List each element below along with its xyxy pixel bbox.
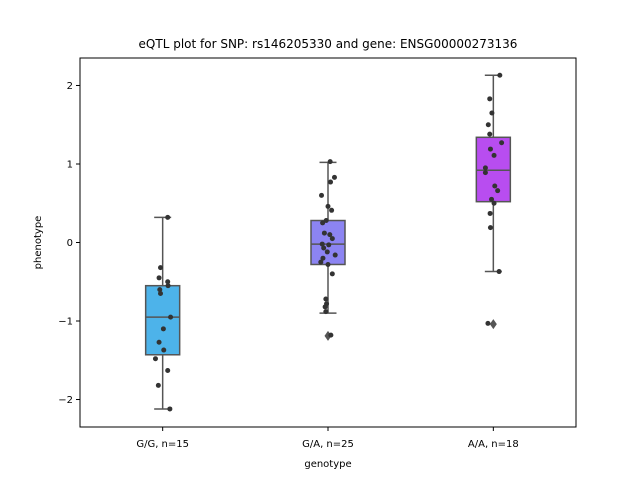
data-point <box>323 296 329 302</box>
data-point <box>489 110 495 116</box>
data-point <box>155 382 161 388</box>
x-tick-label: A/A, n=18 <box>468 439 519 450</box>
outlier-marker <box>489 319 497 330</box>
data-point <box>328 179 334 185</box>
data-point <box>499 140 505 146</box>
data-point <box>487 96 493 102</box>
data-point <box>491 200 497 206</box>
data-point <box>329 236 335 242</box>
iqr-box <box>475 136 512 203</box>
data-point <box>319 241 325 247</box>
data-point <box>323 309 329 315</box>
x-axis-label: genotype <box>304 459 351 470</box>
data-point <box>492 183 498 189</box>
data-point <box>487 225 493 231</box>
data-point <box>324 249 330 255</box>
data-point <box>497 72 503 78</box>
data-point <box>158 265 164 271</box>
x-tick-label: G/G, n=15 <box>136 439 189 450</box>
y-tick-label: −2 <box>58 395 73 406</box>
y-tick-label: 0 <box>67 238 73 249</box>
points-group-1 <box>152 214 174 412</box>
data-point <box>323 218 329 224</box>
data-point <box>496 269 502 275</box>
data-point <box>487 210 493 216</box>
data-point <box>487 131 493 137</box>
data-point <box>325 261 331 267</box>
y-tick-label: −1 <box>58 317 73 328</box>
data-point <box>328 332 334 338</box>
data-point <box>487 146 493 152</box>
x-tick-label: G/A, n=25 <box>302 439 354 450</box>
data-point <box>329 207 335 213</box>
data-point <box>325 203 331 209</box>
points-group-3 <box>482 72 505 326</box>
chart-title: eQTL plot for SNP: rs146205330 and gene:… <box>139 37 518 51</box>
data-point <box>320 255 326 261</box>
y-tick-label: 2 <box>67 81 73 92</box>
data-point <box>491 152 497 158</box>
data-point <box>322 304 328 310</box>
data-point <box>165 279 171 285</box>
iqr-box <box>144 284 181 356</box>
data-point <box>168 314 174 320</box>
data-point <box>156 339 162 345</box>
data-point <box>165 214 171 220</box>
data-point <box>329 271 335 277</box>
data-point <box>321 245 327 251</box>
data-point <box>482 165 488 171</box>
box-group-1 <box>144 216 181 410</box>
data-point <box>165 283 171 289</box>
data-point <box>160 326 166 332</box>
data-point <box>321 230 327 236</box>
box-group-3 <box>475 74 512 330</box>
data-point <box>485 122 491 128</box>
data-point <box>326 242 332 248</box>
data-point <box>158 291 164 297</box>
y-tick-label: 1 <box>67 159 73 170</box>
points-group-2 <box>318 159 338 338</box>
data-point <box>327 159 333 165</box>
data-point <box>331 174 337 180</box>
data-point <box>482 170 488 176</box>
data-point <box>320 220 326 226</box>
data-point <box>152 356 158 362</box>
data-point <box>165 367 171 373</box>
data-point <box>319 192 325 198</box>
data-point <box>495 188 501 194</box>
data-point <box>167 406 173 412</box>
data-point <box>318 259 324 265</box>
data-point <box>332 252 338 258</box>
y-axis-label: phenotype <box>33 216 44 270</box>
data-point <box>156 275 162 281</box>
data-point <box>327 232 333 238</box>
data-point <box>485 320 491 326</box>
data-point <box>489 196 495 202</box>
data-point <box>157 287 163 293</box>
data-point <box>161 347 167 353</box>
